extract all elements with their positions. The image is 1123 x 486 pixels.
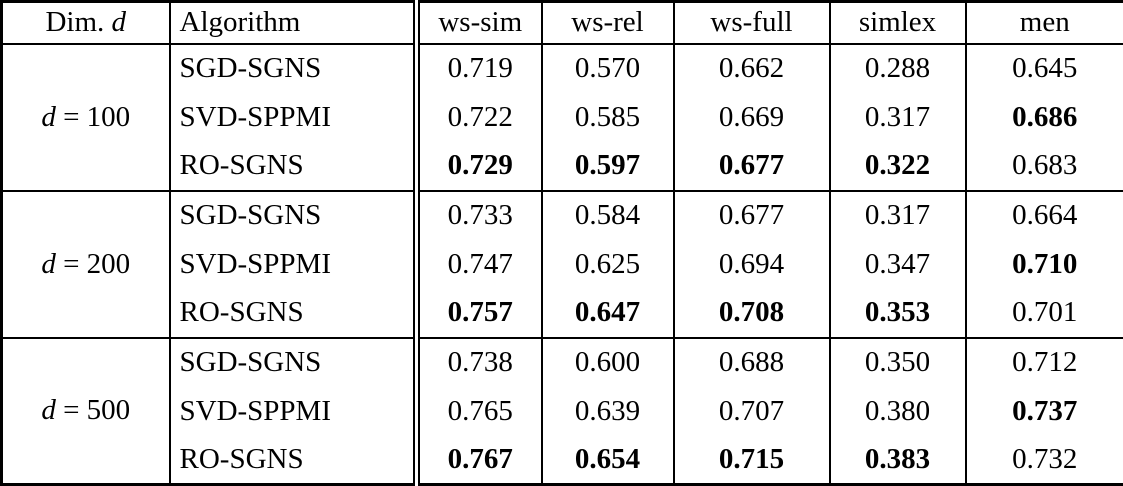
algorithm-cell: SGD-SGNS xyxy=(170,191,417,240)
algorithm-cell: RO-SGNS xyxy=(170,436,417,485)
table-row: d= 100 SGD-SGNS 0.719 0.570 0.662 0.288 … xyxy=(2,44,1123,93)
value-cell: 0.707 xyxy=(674,387,830,436)
value-cell: 0.683 xyxy=(966,142,1123,191)
col-header-ws-rel: ws-rel xyxy=(542,2,674,44)
col-header-dim: Dim.d xyxy=(2,2,170,44)
dim-variable: d xyxy=(41,248,56,280)
algorithm-cell: SVD-SPPMI xyxy=(170,240,417,289)
table-row: RO-SGNS 0.767 0.654 0.715 0.383 0.732 xyxy=(2,436,1123,485)
value-cell: 0.645 xyxy=(966,44,1123,93)
value-cell: 0.647 xyxy=(542,289,674,338)
value-cell: 0.597 xyxy=(542,142,674,191)
value-cell: 0.570 xyxy=(542,44,674,93)
dim-value: = 100 xyxy=(63,101,130,133)
value-cell: 0.639 xyxy=(542,387,674,436)
table-row: SVD-SPPMI 0.722 0.585 0.669 0.317 0.686 xyxy=(2,93,1123,142)
table-header: Dim.d Algorithm ws-sim ws-rel ws-full si… xyxy=(2,2,1123,44)
algorithm-cell: SGD-SGNS xyxy=(170,338,417,387)
algorithm-cell: SVD-SPPMI xyxy=(170,387,417,436)
value-cell: 0.765 xyxy=(417,387,542,436)
algorithm-cell: RO-SGNS xyxy=(170,289,417,338)
value-cell: 0.686 xyxy=(966,93,1123,142)
value-cell: 0.710 xyxy=(966,240,1123,289)
col-header-ws-sim: ws-sim xyxy=(417,2,542,44)
value-cell: 0.677 xyxy=(674,191,830,240)
value-cell: 0.757 xyxy=(417,289,542,338)
value-cell: 0.662 xyxy=(674,44,830,93)
value-cell: 0.317 xyxy=(830,191,966,240)
col-header-algorithm: Algorithm xyxy=(170,2,417,44)
value-cell: 0.322 xyxy=(830,142,966,191)
col-header-ws-full: ws-full xyxy=(674,2,830,44)
header-row: Dim.d Algorithm ws-sim ws-rel ws-full si… xyxy=(2,2,1123,44)
table-row: SVD-SPPMI 0.765 0.639 0.707 0.380 0.737 xyxy=(2,387,1123,436)
value-cell: 0.677 xyxy=(674,142,830,191)
value-cell: 0.712 xyxy=(966,338,1123,387)
value-cell: 0.719 xyxy=(417,44,542,93)
group-d500: d= 500 SGD-SGNS 0.738 0.600 0.688 0.350 … xyxy=(2,338,1123,485)
algorithm-cell: RO-SGNS xyxy=(170,142,417,191)
value-cell: 0.715 xyxy=(674,436,830,485)
dim-variable: d xyxy=(41,101,56,133)
value-cell: 0.729 xyxy=(417,142,542,191)
table-row: RO-SGNS 0.757 0.647 0.708 0.353 0.701 xyxy=(2,289,1123,338)
value-cell: 0.732 xyxy=(966,436,1123,485)
dim-value: = 200 xyxy=(63,248,130,280)
dim-value: = 500 xyxy=(63,394,130,426)
value-cell: 0.600 xyxy=(542,338,674,387)
dim-cell: d= 200 xyxy=(2,191,170,338)
value-cell: 0.347 xyxy=(830,240,966,289)
dim-cell: d= 500 xyxy=(2,338,170,485)
algorithm-cell: SGD-SGNS xyxy=(170,44,417,93)
value-cell: 0.701 xyxy=(966,289,1123,338)
value-cell: 0.708 xyxy=(674,289,830,338)
value-cell: 0.288 xyxy=(830,44,966,93)
dim-cell: d= 100 xyxy=(2,44,170,191)
group-d200: d= 200 SGD-SGNS 0.733 0.584 0.677 0.317 … xyxy=(2,191,1123,338)
value-cell: 0.625 xyxy=(542,240,674,289)
table-row: SVD-SPPMI 0.747 0.625 0.694 0.347 0.710 xyxy=(2,240,1123,289)
value-cell: 0.767 xyxy=(417,436,542,485)
value-cell: 0.688 xyxy=(674,338,830,387)
value-cell: 0.747 xyxy=(417,240,542,289)
table-row: d= 200 SGD-SGNS 0.733 0.584 0.677 0.317 … xyxy=(2,191,1123,240)
value-cell: 0.664 xyxy=(966,191,1123,240)
value-cell: 0.353 xyxy=(830,289,966,338)
group-d100: d= 100 SGD-SGNS 0.719 0.570 0.662 0.288 … xyxy=(2,44,1123,191)
value-cell: 0.350 xyxy=(830,338,966,387)
value-cell: 0.738 xyxy=(417,338,542,387)
table-row: RO-SGNS 0.729 0.597 0.677 0.322 0.683 xyxy=(2,142,1123,191)
value-cell: 0.317 xyxy=(830,93,966,142)
dim-variable: d xyxy=(41,394,56,426)
value-cell: 0.722 xyxy=(417,93,542,142)
dim-label: Dim. xyxy=(45,6,104,38)
value-cell: 0.733 xyxy=(417,191,542,240)
value-cell: 0.669 xyxy=(674,93,830,142)
value-cell: 0.585 xyxy=(542,93,674,142)
value-cell: 0.383 xyxy=(830,436,966,485)
col-header-men: men xyxy=(966,2,1123,44)
algorithm-cell: SVD-SPPMI xyxy=(170,93,417,142)
value-cell: 0.380 xyxy=(830,387,966,436)
dim-variable: d xyxy=(112,6,127,38)
table-row: d= 500 SGD-SGNS 0.738 0.600 0.688 0.350 … xyxy=(2,338,1123,387)
value-cell: 0.654 xyxy=(542,436,674,485)
col-header-simlex: simlex xyxy=(830,2,966,44)
value-cell: 0.737 xyxy=(966,387,1123,436)
value-cell: 0.584 xyxy=(542,191,674,240)
value-cell: 0.694 xyxy=(674,240,830,289)
